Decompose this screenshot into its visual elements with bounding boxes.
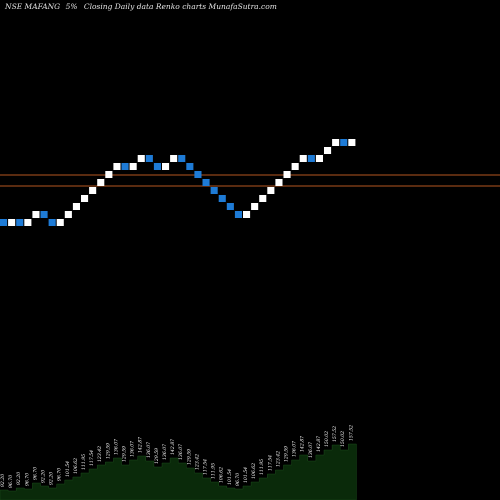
price-label: 157.52	[348, 425, 354, 441]
renko-brick	[202, 179, 210, 186]
renko-brick	[259, 195, 267, 202]
renko-brick	[299, 155, 307, 162]
price-label: 129.59	[122, 446, 128, 462]
price-label: 129.59	[284, 446, 290, 462]
price-label: 101.54	[65, 461, 71, 477]
price-label: 111.95	[211, 463, 217, 479]
renko-brick	[89, 187, 97, 194]
price-label: 117.54	[203, 459, 209, 475]
renko-brick	[210, 187, 218, 194]
renko-brick	[226, 203, 234, 210]
price-label: 117.54	[89, 450, 95, 466]
renko-brick	[129, 163, 137, 170]
price-label: 96.70	[8, 475, 14, 488]
renko-brick	[275, 179, 283, 186]
price-label: 142.87	[300, 436, 306, 452]
price-label: 142.87	[170, 439, 176, 455]
renko-brick	[72, 203, 80, 210]
brick-size-label: 5%	[66, 2, 78, 11]
price-label: 136.07	[113, 439, 119, 455]
price-label: 136.07	[308, 442, 314, 458]
renko-brick	[283, 171, 291, 178]
price-label: 101.54	[227, 469, 233, 485]
symbol-label: NSE MAFANG	[4, 2, 60, 11]
price-label: 96.70	[24, 473, 30, 486]
renko-brick	[218, 195, 226, 202]
renko-brick	[40, 211, 48, 218]
renko-brick	[162, 163, 170, 170]
price-label: 129.59	[154, 448, 160, 464]
price-label: 136.07	[130, 441, 136, 457]
price-label: 136.07	[162, 444, 168, 460]
price-label: 150.02	[324, 431, 330, 447]
renko-brick	[234, 211, 242, 218]
price-label: 96.70	[32, 467, 38, 480]
renko-brick	[137, 155, 145, 162]
renko-brick	[56, 219, 64, 226]
price-label: 111.95	[81, 454, 87, 470]
price-label: 142.87	[316, 436, 322, 452]
renko-brick	[251, 203, 259, 210]
price-label: 136.07	[292, 441, 298, 457]
renko-brick	[24, 219, 32, 226]
price-label: 101.54	[243, 467, 249, 483]
price-label: 142.87	[138, 437, 144, 453]
price-label: 150.02	[340, 431, 346, 447]
volume-area	[0, 443, 357, 500]
price-label: 129.59	[186, 449, 192, 465]
price-label: 123.42	[275, 451, 281, 467]
renko-brick	[0, 219, 8, 226]
price-label: 96.70	[57, 468, 63, 481]
renko-brick	[48, 219, 56, 226]
renko-brick	[145, 155, 153, 162]
renko-brick	[32, 211, 40, 218]
renko-brick	[307, 155, 315, 162]
renko-brick	[291, 163, 299, 170]
price-label: 136.07	[146, 442, 152, 458]
renko-brick	[153, 163, 161, 170]
price-label: 106.62	[219, 467, 225, 483]
price-label: 92.20	[16, 472, 22, 485]
renko-brick	[267, 187, 275, 194]
renko-brick	[348, 139, 356, 146]
price-label: 92.20	[0, 474, 6, 487]
price-label: 111.95	[259, 459, 265, 475]
price-label: 157.52	[332, 426, 338, 442]
renko-brick	[97, 179, 105, 186]
renko-brick	[340, 139, 348, 146]
chart-header: NSE MAFANG 5% Closing Daily data Renko c…	[4, 2, 277, 11]
renko-brick	[186, 163, 194, 170]
price-label: 92.20	[49, 472, 55, 485]
price-label: 96.70	[235, 473, 241, 486]
renko-brick	[194, 171, 202, 178]
price-label: 129.59	[105, 443, 111, 459]
renko-brick	[315, 155, 323, 162]
renko-brick	[113, 163, 121, 170]
renko-brick	[81, 195, 89, 202]
renko-brick	[178, 155, 186, 162]
price-label: 123.42	[194, 454, 200, 470]
renko-brick	[121, 163, 129, 170]
renko-brick	[105, 171, 113, 178]
price-labels-layer: 92.20 96.70 92.20 96.70 96.70 92.20 92.20 96.70…	[0, 425, 354, 488]
price-label: 92.20	[41, 470, 47, 483]
price-label: 117.54	[267, 455, 273, 471]
renko-brick	[332, 139, 340, 146]
chart-title: Closing Daily data Renko charts MunafaSu…	[84, 2, 277, 11]
price-label: 123.42	[97, 446, 103, 462]
renko-brick	[64, 211, 72, 218]
renko-brick	[16, 219, 24, 226]
price-label: 136.07	[178, 444, 184, 460]
renko-brick	[243, 211, 251, 218]
renko-brick	[324, 147, 332, 154]
price-label: 106.62	[73, 458, 79, 474]
bricks-layer	[0, 139, 356, 226]
renko-brick	[8, 219, 16, 226]
renko-brick	[170, 155, 178, 162]
price-label: 106.62	[251, 463, 257, 479]
